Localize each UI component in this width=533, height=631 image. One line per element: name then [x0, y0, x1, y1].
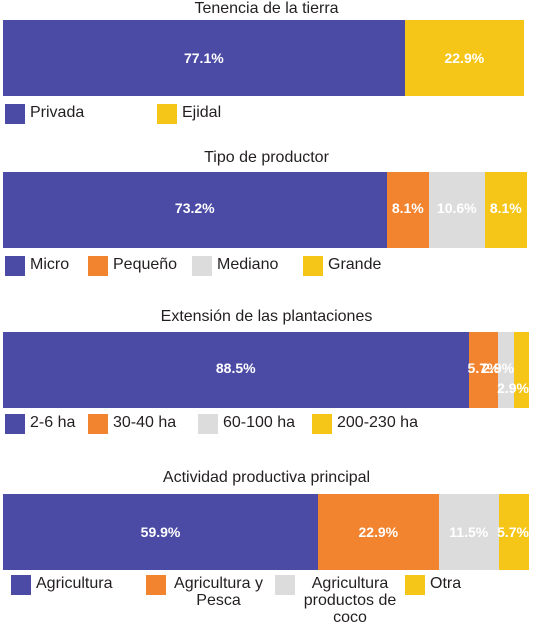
bar-segment-mediano: [429, 172, 485, 248]
legend-label: Grande: [328, 256, 382, 273]
chart-title: Tenencia de la tierra: [194, 0, 339, 17]
data-label: 2.9%: [497, 380, 529, 396]
data-label: 77.1%: [183, 50, 224, 66]
bar-segment-pequeno: [386, 172, 429, 248]
legend-label: Mediano: [217, 256, 279, 273]
legend-label: Micro: [30, 256, 70, 273]
legend-label: 200-230 ha: [337, 414, 418, 431]
data-label: 8.1%: [391, 200, 424, 216]
legend-label: Agricultura y Pesca: [174, 575, 263, 609]
legend-label: Pequeño: [113, 256, 178, 273]
legend-swatch: [192, 256, 212, 276]
bar-segment-agricultura-productos-de-coco: [438, 494, 499, 570]
data-label: 5.7%: [467, 360, 500, 376]
bar-segment-agricultura: [3, 494, 319, 570]
bar-segment-agricultura-y-pesca: [318, 494, 439, 570]
legend-swatch: [146, 575, 166, 595]
bar-segment-ejidal: [404, 20, 524, 96]
legend-swatch: [88, 256, 108, 276]
chart-title: Extensión de las plantaciones: [160, 308, 373, 325]
legend-label: Ejidal: [182, 104, 222, 121]
legend-swatch: [303, 256, 323, 276]
legend-label: Agricultura: [36, 575, 113, 592]
legend-label: Agricultura productos de coco: [303, 575, 397, 626]
legend-swatch: [157, 104, 177, 124]
legend-label: 60-100 ha: [223, 414, 296, 431]
stacked-bar: 88.5% 5.7% 2.9% 2.9%: [3, 332, 529, 408]
data-label: 10.6%: [436, 200, 477, 216]
legend-swatch: [312, 414, 332, 434]
legend-label: Privada: [30, 104, 85, 121]
data-label: 88.5%: [215, 360, 256, 376]
legend-label: 2-6 ha: [30, 414, 76, 431]
bar-segment-otra: [499, 494, 529, 570]
legend-swatch: [198, 414, 218, 434]
bar-segment-200-230-ha: [513, 332, 529, 408]
legend-swatch: [11, 575, 31, 595]
bar-segment-60-100-ha: [498, 332, 514, 408]
data-label: 59.9%: [140, 524, 181, 540]
stacked-bar: 73.2% 8.1% 10.6% 8.1%: [3, 172, 527, 248]
stacked-bar: 59.9% 22.9% 11.5% 5.7%: [3, 494, 529, 570]
legend-swatch: [275, 575, 295, 595]
data-label: 2.9%: [482, 360, 515, 376]
legend-swatch: [5, 256, 25, 276]
data-label: 22.9%: [444, 50, 485, 66]
bar-segment-30-40-ha: [468, 332, 499, 408]
data-label: 11.5%: [449, 524, 489, 540]
legend-swatch: [5, 104, 25, 124]
legend-swatch: [405, 575, 425, 595]
chart-title: Tipo de productor: [204, 149, 329, 166]
data-label: 73.2%: [174, 200, 215, 216]
legend-label: Otra: [430, 575, 462, 592]
legend-swatch: [5, 414, 25, 434]
bar-segment-grande: [484, 172, 527, 248]
bar-segment-micro: [3, 172, 387, 248]
data-label: 5.7%: [497, 524, 529, 540]
legend-label: 30-40 ha: [113, 414, 177, 431]
data-label: 22.9%: [358, 524, 399, 540]
chart-title: Actividad productiva principal: [162, 469, 371, 486]
stacked-bar: 77.1% 22.9%: [3, 20, 524, 96]
bar-segment-2-6-ha: [3, 332, 469, 408]
legend-swatch: [88, 414, 108, 434]
data-label: 8.1%: [489, 200, 522, 216]
bar-segment-privada: [3, 20, 405, 96]
